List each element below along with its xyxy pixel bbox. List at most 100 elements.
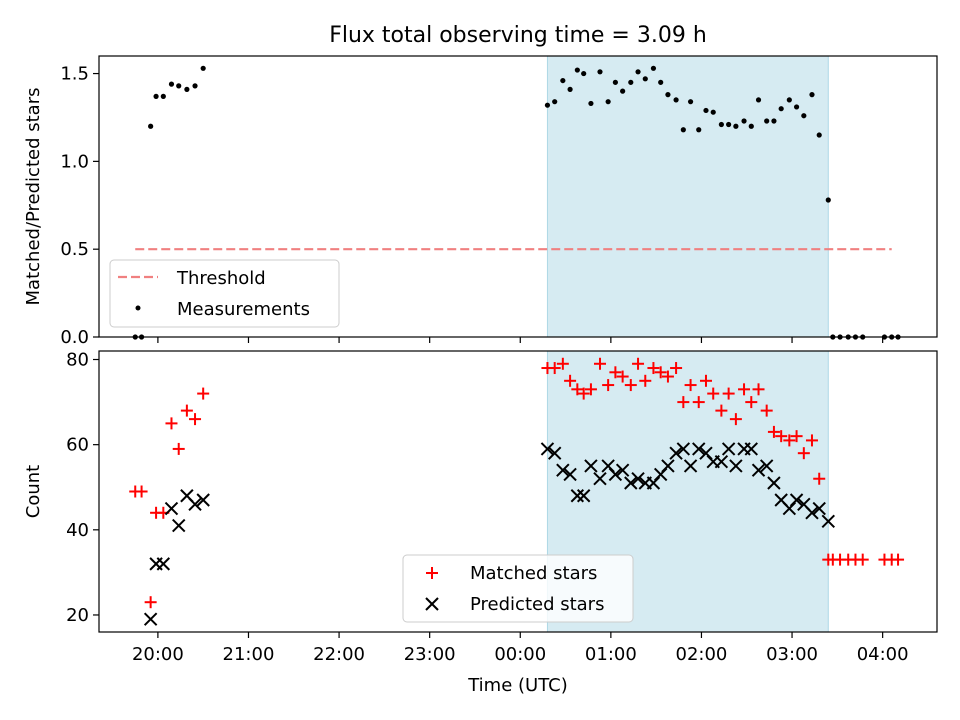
matched-star-point <box>556 357 569 370</box>
measurement-point <box>741 118 747 124</box>
matched-star-point <box>165 417 178 430</box>
matched-star-point <box>775 430 788 443</box>
predicted-star-point <box>683 459 698 473</box>
predicted-star-point <box>631 472 645 486</box>
predicted-star-point <box>576 489 591 503</box>
predicted-legend-swatch <box>425 597 439 611</box>
y-tick-label: 0.5 <box>60 239 89 260</box>
matched-legend-label: Matched stars <box>470 563 597 584</box>
predicted-star-point <box>692 442 706 456</box>
measurement-point <box>567 86 573 92</box>
measurement-point <box>176 83 182 89</box>
time-x-axis-label: Time (UTC) <box>467 675 568 696</box>
measurement-point <box>778 106 784 112</box>
measurement-point <box>200 65 206 71</box>
measurement-point <box>612 79 618 85</box>
matched-star-point <box>189 413 202 426</box>
measurements-legend-label: Measurements <box>177 299 310 320</box>
x-tick-label: 23:00 <box>404 644 456 665</box>
measurement-point <box>581 70 587 77</box>
measurement-point <box>658 79 664 85</box>
measurement-point <box>809 92 815 98</box>
matched-star-point <box>767 425 780 438</box>
matched-star-point <box>632 357 645 370</box>
measurement-point <box>620 88 626 94</box>
ratio-panel-frame <box>98 55 938 338</box>
x-tick-label: 04:00 <box>857 644 909 665</box>
measurement-point <box>801 113 807 119</box>
ratio-legend: Threshold Measurements <box>109 259 340 328</box>
predicted-star-point <box>751 463 766 477</box>
measurement-point <box>160 93 166 99</box>
y-tick-label: 40 <box>66 520 89 541</box>
predicted-star-point <box>744 442 758 456</box>
measurement-point <box>710 109 716 115</box>
matched-star-point <box>571 383 584 396</box>
measurement-point <box>560 77 566 84</box>
x-tick-label: 00:00 <box>494 644 546 665</box>
predicted-star-point <box>547 446 562 460</box>
predicted-star-point <box>805 506 819 520</box>
predicted-star-point <box>556 463 570 477</box>
predicted-star-point <box>759 459 774 473</box>
predicted-star-point <box>570 489 585 503</box>
matched-star-point <box>135 485 148 498</box>
count-legend-box <box>402 554 634 623</box>
predicted-star-point <box>669 446 683 460</box>
y-tick-label: 20 <box>66 605 89 626</box>
matched-star-point <box>584 383 597 396</box>
measurement-point <box>696 127 702 133</box>
predicted-star-point <box>143 612 158 626</box>
y-tick-label: 1.0 <box>60 151 89 172</box>
measurement-point <box>544 102 551 108</box>
measurement-point <box>184 86 190 92</box>
matched-star-point <box>172 442 185 455</box>
count-panel-frame <box>98 350 938 633</box>
ratio-panel: 0.0 0.5 1.0 1.5 Matched/Predicted stars Thr… <box>23 55 938 348</box>
predicted-star-point <box>540 442 555 456</box>
matched-star-point <box>661 370 674 383</box>
matched-star-point <box>745 396 758 409</box>
measurement-point <box>793 104 800 110</box>
measurement-point <box>771 118 777 124</box>
matched-star-point <box>715 404 728 417</box>
x-tick-label: 03:00 <box>766 644 818 665</box>
measurement-point <box>192 83 198 89</box>
measurement-point <box>635 69 641 75</box>
predicted-star-point <box>156 557 171 571</box>
x-tick-label: 22:00 <box>313 644 365 665</box>
matched-star-point <box>692 396 705 409</box>
predicted-star-point <box>767 476 781 490</box>
measurement-point <box>597 69 603 75</box>
predicted-star-point <box>563 467 577 482</box>
matched-star-point <box>856 553 869 566</box>
matched-star-point <box>616 370 629 383</box>
matched-star-point <box>677 396 690 409</box>
predicted-legend-label: Predicted stars <box>470 594 604 615</box>
observing-window-shade <box>546 55 829 338</box>
measurement-point <box>650 65 657 71</box>
matched-star-point <box>752 383 765 396</box>
predicted-star-point <box>721 442 736 456</box>
ratio-y-ticks: 0.0 0.5 1.0 1.5 <box>60 64 99 348</box>
predicted-star-point <box>608 467 623 482</box>
measurement-point <box>703 107 709 114</box>
measurement-point <box>687 99 694 105</box>
matched-star-point <box>805 434 818 447</box>
measurement-point <box>605 99 611 105</box>
count-x-ticks: 20:00 21:00 22:00 23:00 00:00 01:00 02:00 03:00… <box>132 632 909 665</box>
matched-star-point <box>564 374 577 387</box>
measurement-point <box>748 123 754 129</box>
predicted-star-point <box>584 459 598 473</box>
matched-stars-points <box>129 357 905 609</box>
predicted-star-point <box>676 442 691 456</box>
matched-star-point <box>577 387 590 400</box>
predicted-star-point <box>729 459 743 473</box>
measurement-point <box>718 121 724 128</box>
ratio-y-axis-label: Matched/Predicted stars <box>23 88 44 306</box>
measurement-point <box>673 97 679 103</box>
predicted-star-point <box>714 454 729 469</box>
measurement-point <box>680 127 686 133</box>
predicted-star-point <box>164 501 179 516</box>
